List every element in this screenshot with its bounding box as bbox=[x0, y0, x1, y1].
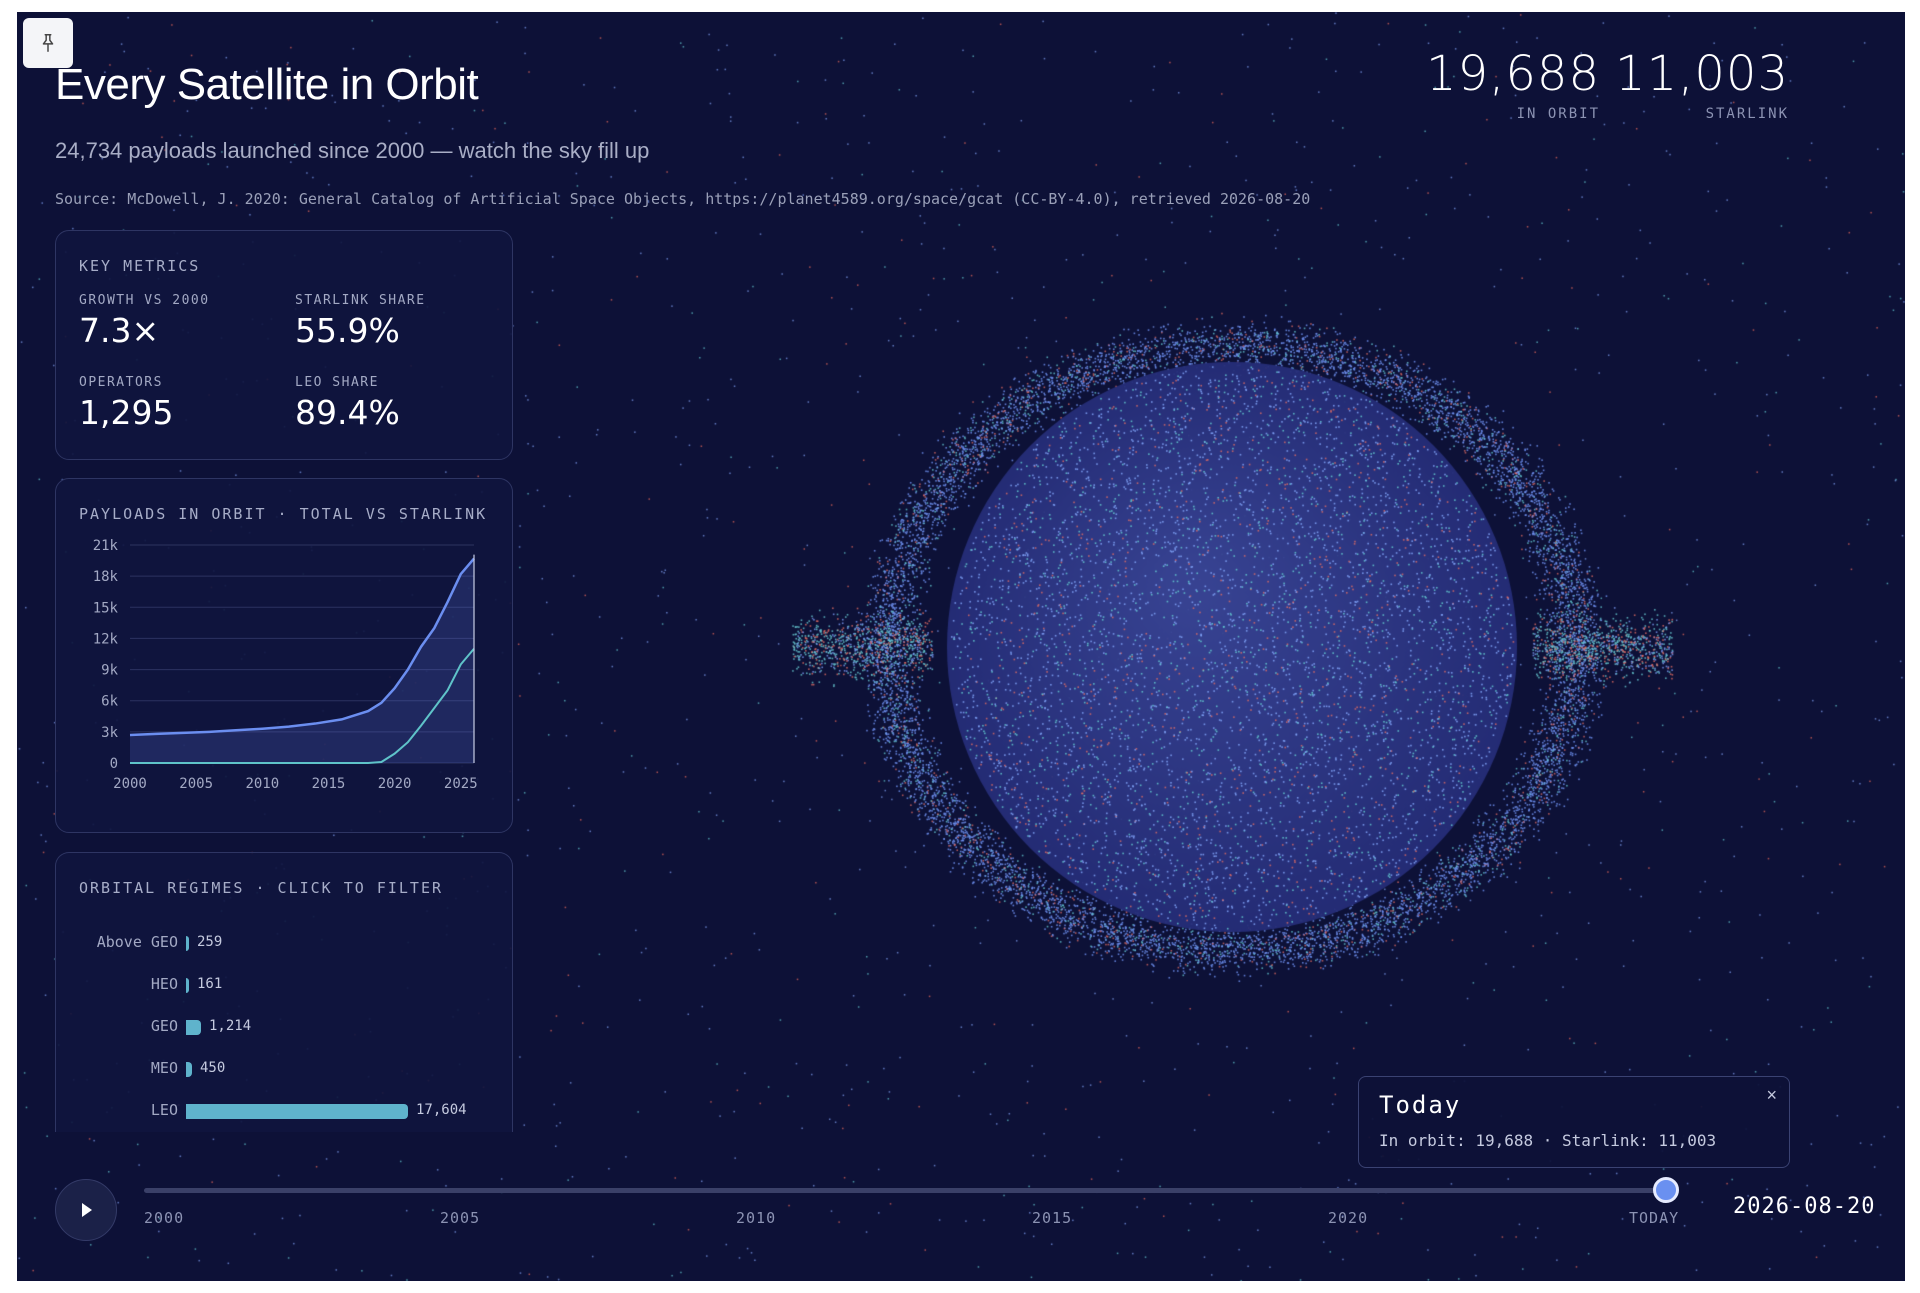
x-tick-label: 2000 bbox=[113, 776, 147, 792]
starlink-stat: 11,003 STARLINK bbox=[1615, 46, 1789, 122]
x-tick-label: 2025 bbox=[444, 776, 478, 792]
page-subtitle: 24,734 payloads launched since 2000 — wa… bbox=[55, 138, 650, 163]
regime-label: GEO bbox=[150, 1017, 178, 1035]
regime-label: LEO bbox=[150, 1101, 178, 1119]
y-tick-label: 18k bbox=[93, 569, 119, 585]
y-tick-label: 12k bbox=[93, 631, 119, 647]
regime-row[interactable]: HEO 161 bbox=[56, 975, 496, 997]
y-tick-label: 6k bbox=[101, 694, 118, 710]
regime-row[interactable]: LEO 17,604 bbox=[56, 1101, 496, 1123]
y-tick-label: 0 bbox=[110, 756, 118, 772]
metric-value: 89.4% bbox=[295, 393, 400, 432]
regime-row[interactable]: GEO 1,214 bbox=[56, 1017, 496, 1039]
x-tick-label: 2015 bbox=[312, 776, 346, 792]
regime-bar[interactable] bbox=[186, 1104, 408, 1119]
total-area bbox=[130, 558, 474, 763]
in-orbit-label: IN ORBIT bbox=[1516, 106, 1600, 122]
metric-starlink-share: STARLINK SHARE 55.9% bbox=[295, 293, 426, 350]
today-tooltip: Today In orbit: 19,688 · Starlink: 11,00… bbox=[1358, 1076, 1790, 1168]
play-button[interactable] bbox=[55, 1179, 117, 1241]
total-series-line bbox=[129, 557, 475, 737]
metric-value: 7.3× bbox=[79, 311, 160, 350]
regime-bar[interactable] bbox=[186, 1062, 192, 1077]
regime-value: 161 bbox=[197, 976, 223, 992]
key-metrics-title: KEY METRICS bbox=[79, 257, 201, 275]
regime-value: 1,214 bbox=[209, 1018, 252, 1034]
regime-bar[interactable] bbox=[186, 936, 189, 951]
regime-label: Above GEO bbox=[96, 933, 178, 951]
play-icon bbox=[82, 1203, 92, 1217]
regime-bar[interactable] bbox=[186, 1020, 201, 1035]
metric-leo-share: LEO SHARE 89.4% bbox=[295, 375, 400, 432]
metric-label: GROWTH VS 2000 bbox=[79, 293, 210, 308]
metric-label: LEO SHARE bbox=[295, 375, 379, 390]
starlink-label: STARLINK bbox=[1705, 106, 1789, 122]
close-icon[interactable]: × bbox=[1766, 1085, 1777, 1105]
regime-label: HEO bbox=[150, 975, 178, 993]
key-metrics-panel: KEY METRICS GROWTH VS 2000 7.3× STARLINK… bbox=[55, 230, 513, 460]
tooltip-body: In orbit: 19,688 · Starlink: 11,003 bbox=[1379, 1131, 1717, 1150]
metric-label: OPERATORS bbox=[79, 375, 163, 390]
orbital-regimes-panel: ORBITAL REGIMES · CLICK TO FILTER Above … bbox=[55, 852, 513, 1132]
timeline-tick: 2010 bbox=[736, 1209, 777, 1227]
regime-bar[interactable] bbox=[186, 978, 189, 993]
timeline-tick: 2020 bbox=[1328, 1209, 1369, 1227]
pin-icon bbox=[42, 34, 54, 52]
payloads-area-chart[interactable]: 0 3k 6k 9k 12k 15k 18k 21k 2000 2005 2010 2015 2020 2… bbox=[56, 529, 512, 829]
in-orbit-stat: 19,688 IN ORBIT bbox=[1426, 46, 1600, 122]
x-tick-label: 2005 bbox=[179, 776, 213, 792]
in-orbit-value: 19,688 bbox=[1426, 46, 1600, 102]
y-tick-label: 9k bbox=[101, 663, 118, 679]
regime-value: 17,604 bbox=[416, 1102, 467, 1118]
app-window: Every Satellite in Orbit 24,734 payloads… bbox=[17, 12, 1905, 1281]
timeline-tick: 2000 bbox=[144, 1209, 185, 1227]
metric-value: 1,295 bbox=[79, 393, 174, 432]
page-title: Every Satellite in Orbit bbox=[55, 60, 479, 109]
metric-operators: OPERATORS 1,295 bbox=[79, 375, 173, 432]
timeline-thumb[interactable] bbox=[1653, 1177, 1679, 1203]
pin-button[interactable] bbox=[23, 18, 73, 68]
metric-label: STARLINK SHARE bbox=[295, 293, 426, 308]
source-citation: Source: McDowell, J. 2020: General Catal… bbox=[55, 190, 1311, 208]
timeline-tick: 2015 bbox=[1032, 1209, 1073, 1227]
regime-value: 259 bbox=[197, 934, 223, 950]
y-tick-label: 3k bbox=[101, 725, 118, 741]
starlink-series-line bbox=[130, 648, 475, 764]
metric-growth: GROWTH VS 2000 7.3× bbox=[79, 293, 210, 350]
regime-row[interactable]: MEO 450 bbox=[56, 1059, 496, 1081]
payloads-chart-panel: PAYLOADS IN ORBIT · TOTAL VS STARLINK 0 3… bbox=[55, 478, 513, 833]
starlink-value: 11,003 bbox=[1615, 46, 1789, 102]
y-tick-label: 21k bbox=[93, 538, 119, 554]
y-tick-label: 15k bbox=[93, 600, 119, 616]
regimes-title: ORBITAL REGIMES · CLICK TO FILTER bbox=[79, 879, 444, 897]
chart-title: PAYLOADS IN ORBIT · TOTAL VS STARLINK bbox=[79, 505, 488, 523]
timeline-tick-today: TODAY bbox=[1629, 1209, 1680, 1227]
regime-value: 450 bbox=[200, 1060, 226, 1076]
timeline-tick: 2005 bbox=[440, 1209, 481, 1227]
metric-value: 55.9% bbox=[295, 311, 400, 350]
timeline-track[interactable] bbox=[144, 1188, 1666, 1193]
x-tick-label: 2010 bbox=[245, 776, 279, 792]
regime-row[interactable]: Above GEO 259 bbox=[56, 933, 496, 955]
regime-label: MEO bbox=[150, 1059, 178, 1077]
x-tick-label: 2020 bbox=[378, 776, 412, 792]
tooltip-title: Today bbox=[1379, 1091, 1462, 1119]
current-date: 2026-08-20 bbox=[1733, 1194, 1876, 1219]
